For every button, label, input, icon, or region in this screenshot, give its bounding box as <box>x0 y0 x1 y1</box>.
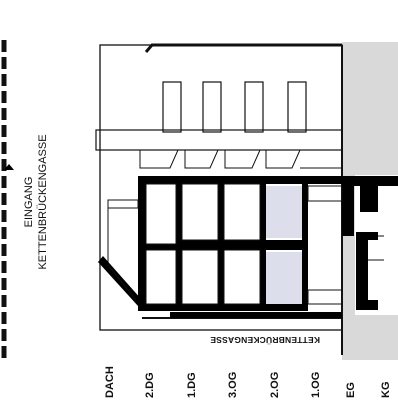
floor-label-eg: EG <box>345 382 357 398</box>
floor-label-2dg: 2.DG <box>144 372 156 398</box>
thin-lines <box>107 183 384 305</box>
roof-slab <box>95 129 343 151</box>
floor-label-1dg: 1.DG <box>186 372 198 398</box>
floor-label-1og: 1.OG <box>310 372 322 398</box>
street-label: KETTENBRÜCKENGASSE <box>210 335 320 345</box>
highlight-upper <box>266 186 303 238</box>
entrance-line <box>107 264 137 301</box>
attic-wall-3 <box>224 149 261 169</box>
attic-wall-1 <box>139 149 179 169</box>
floor-labels: DACH 2.DG 1.DG 3.OG 2.OG 1.OG EG KG <box>104 366 392 398</box>
dormer-windows <box>162 81 307 133</box>
foundation-slab <box>170 312 342 318</box>
entrance-label-line1: EINGANG <box>23 177 35 228</box>
attic-wall-2 <box>184 149 219 169</box>
floor-label-3og: 3.OG <box>227 372 239 398</box>
entrance-label-line2: KETTENBRÜCKENGASSE <box>37 134 49 269</box>
attic-wall-4 <box>265 149 301 169</box>
highlight-lower <box>266 252 303 305</box>
roof-ridge <box>144 43 342 53</box>
floor-label-2og: 2.OG <box>269 372 281 398</box>
floor-label-dach: DACH <box>104 366 116 398</box>
basement-wall <box>356 232 378 310</box>
floor-walls <box>138 176 398 311</box>
floor-label-kg: KG <box>380 382 392 399</box>
entrance-arrow-icon <box>4 164 14 170</box>
